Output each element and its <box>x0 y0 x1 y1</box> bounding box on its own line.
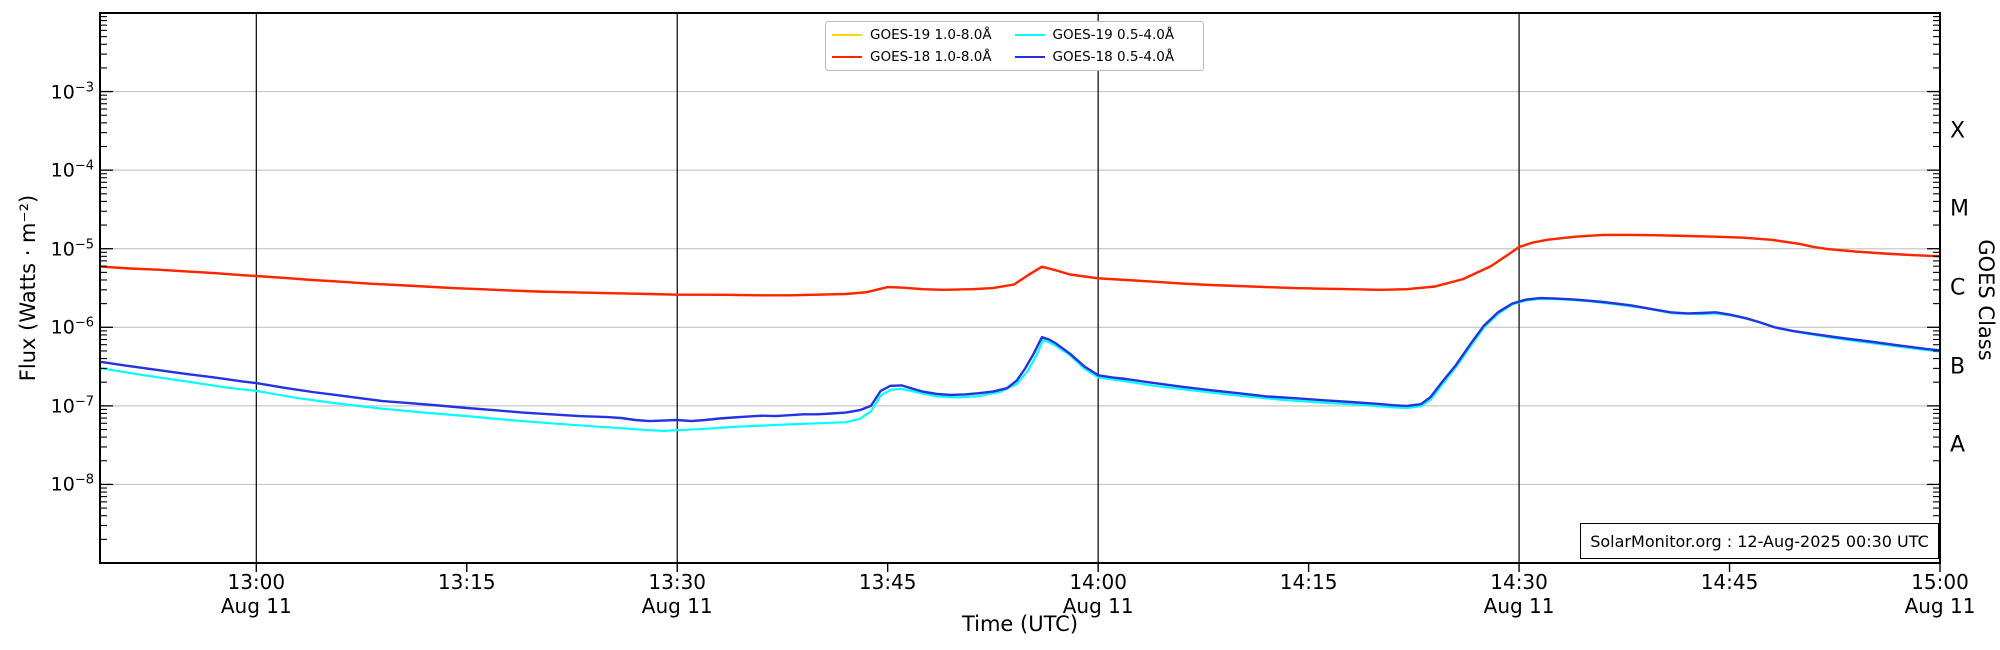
legend-label: GOES-19 0.5-4.0Å <box>1052 27 1175 43</box>
x-tick-label: 14:15 <box>1279 570 1338 594</box>
y-tick-label: 10−4 <box>50 158 94 182</box>
x-tick-date-label: Aug 11 <box>641 594 713 618</box>
legend-item: GOES-19 1.0-8.0Å <box>832 27 1015 43</box>
x-tick-label: 13:15 <box>437 570 496 594</box>
x-tick-date-label: Aug 11 <box>220 594 292 618</box>
x-tick-label: 13:45 <box>858 570 917 594</box>
legend-item: GOES-18 0.5-4.0Å <box>1014 49 1198 65</box>
y-tick-label: 10−8 <box>50 472 94 497</box>
source-annotation-box: SolarMonitor.org : 12-Aug-2025 00:30 UTC <box>1580 523 1939 559</box>
x-tick-label: 14:30 Aug 11 <box>1483 570 1555 618</box>
goes-class-label: C <box>1950 275 1966 301</box>
y-tick-label: 10−7 <box>50 394 94 418</box>
x-tick-label: 13:00 Aug 11 <box>220 570 292 618</box>
legend: GOES-19 1.0-8.0Å GOES-18 1.0-8.0Å GOES-19 … <box>825 21 1204 71</box>
goes-class-label: B <box>1950 354 1966 380</box>
x-tick-date-label: Aug 11 <box>1483 594 1555 618</box>
goes-class-label: A <box>1950 432 1966 458</box>
y-axis-label-left: Flux (Watts · m⁻²) <box>16 194 40 382</box>
y-axis-label-right: GOES Class <box>1974 239 1998 361</box>
legend-line-swatch <box>1014 56 1045 58</box>
x-tick-label: 13:30 Aug 11 <box>641 570 713 618</box>
legend-item: GOES-19 0.5-4.0Å <box>1014 27 1198 43</box>
x-tick-label: 14:45 <box>1700 570 1759 594</box>
x-axis-label: Time (UTC) <box>961 612 1079 636</box>
legend-label: GOES-18 0.5-4.0Å <box>1052 49 1175 65</box>
y-tick-label: 10−6 <box>50 315 94 339</box>
legend-line-swatch <box>832 56 862 58</box>
x-tick-date-label: Aug 11 <box>1904 594 1976 618</box>
y-tick-label: 10−3 <box>50 79 94 104</box>
goes-class-label: M <box>1950 196 1969 222</box>
goes-class-label: X <box>1950 118 1966 144</box>
legend-label: GOES-19 1.0-8.0Å <box>870 27 992 43</box>
x-tick-label: 14:00 Aug 11 <box>1062 570 1134 618</box>
y-tick-label: 10−5 <box>50 237 94 261</box>
x-tick-date-label: Aug 11 <box>1062 594 1134 618</box>
source-annotation-text: SolarMonitor.org : 12-Aug-2025 00:30 UTC <box>1590 531 1929 551</box>
legend-label: GOES-18 1.0-8.0Å <box>870 49 992 65</box>
legend-item: GOES-18 1.0-8.0Å <box>832 49 1015 65</box>
x-tick-label: 15:00 Aug 11 <box>1904 570 1976 618</box>
legend-line-swatch <box>1014 34 1045 36</box>
legend-line-swatch <box>832 34 862 36</box>
